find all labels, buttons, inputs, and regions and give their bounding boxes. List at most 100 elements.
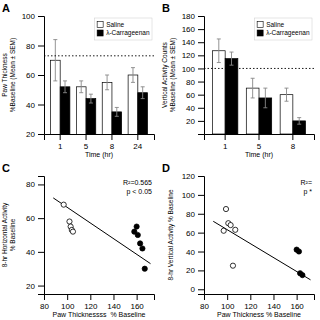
y-axis-tick-label: 120 [182, 51, 196, 60]
title: A [2, 2, 10, 14]
y-axis-line [198, 17, 205, 135]
legend-item: Saline [97, 21, 124, 28]
y-axis-tick: 80 [186, 78, 204, 87]
point [138, 241, 143, 246]
x-axis: 80100120140160 [200, 294, 314, 311]
legend-label: Saline [106, 21, 124, 28]
error-bar [297, 118, 301, 125]
x-axis-tick-label: 5 [84, 142, 89, 151]
point [221, 228, 226, 233]
y-axis-tick-label: 60 [186, 229, 195, 238]
y-axis-tick-mark [38, 46, 44, 47]
legend-box [255, 18, 312, 40]
plot-area [53, 198, 150, 271]
x-axis-title: Time (hr) [245, 151, 273, 159]
x-axis-tick-mark [259, 134, 260, 140]
point [233, 227, 238, 232]
y-axis-tick-label: 60 [26, 71, 35, 80]
y-axis: 020406080100120 [182, 172, 205, 294]
error-bar [53, 40, 57, 81]
y-axis-tick-label: 80 [26, 42, 35, 51]
x-axis-tick: 5 [257, 134, 262, 151]
error-bar [131, 68, 135, 83]
x-axis-title: Time (hr) [85, 151, 113, 159]
y-axis-tick-label: 0 [191, 285, 196, 294]
y-axis-tick-mark [38, 134, 44, 135]
y-axis-tick-mark [38, 105, 44, 106]
y-axis-tick-label: 20 [26, 130, 35, 139]
x-axis-tick: 160 [130, 294, 144, 311]
y-axis-tick: 80 [26, 42, 44, 51]
x-axis-tick-label: 1 [223, 142, 228, 151]
bar [76, 87, 86, 134]
legend-item: Saline [257, 21, 284, 28]
y-axis-tick: 20 [186, 117, 204, 126]
y-axis-tick-mark [198, 16, 204, 17]
x-axis-tick-label: 100 [61, 302, 75, 311]
x-axis-tick-mark [250, 294, 251, 300]
y-axis-tick-mark [38, 16, 44, 17]
point [228, 222, 233, 227]
x-axis-tick-label: 120 [84, 302, 98, 311]
x-axis-tick-mark [292, 134, 293, 140]
y-axis: 20406080100120140160180 [182, 12, 205, 134]
y-axis-tick: 160 [182, 25, 204, 34]
regression-line [213, 221, 310, 280]
y-axis-tick-mark [198, 195, 204, 196]
y-axis-tick: 140 [182, 38, 204, 47]
y-axis-tick-label: 160 [182, 25, 196, 34]
y-axis-tick-mark [198, 233, 204, 234]
text-line: Paw Thickness [1, 52, 8, 96]
x-axis-tick-label: 80 [40, 302, 49, 311]
point [134, 224, 139, 229]
bar [212, 51, 225, 134]
y-axis-tick-mark [198, 252, 204, 253]
x-axis-tick-mark [137, 134, 138, 140]
annotation: R²=0.565 [123, 179, 152, 186]
y-axis-tick: 80 [26, 180, 44, 189]
x-axis-tick-label: 24 [133, 142, 142, 151]
x-axis-tick-mark [273, 294, 274, 300]
x-axis-title: Paw Thicknessss % Baseline [53, 311, 146, 318]
y-axis-tick: 20 [26, 130, 44, 139]
x-axis-tick: 80 [200, 294, 209, 311]
point [140, 246, 145, 251]
y-axis-line [38, 17, 45, 135]
x-axis-tick-label: 120 [244, 302, 258, 311]
x-axis-line [205, 135, 315, 141]
title: B [162, 2, 170, 14]
y-axis-tick-mark [38, 218, 44, 219]
x-axis-tick: 80 [40, 294, 49, 311]
x-axis-tick-label: 80 [200, 302, 209, 311]
y-axis-tick: 60 [26, 71, 44, 80]
x-axis-tick: 1 [223, 134, 228, 151]
title: C [2, 162, 10, 174]
y-axis-tick-mark [198, 214, 204, 215]
text-line: %Baseline (Mean ± SEM) [9, 38, 17, 112]
y-axis-tick: 20 [26, 282, 44, 291]
point [135, 232, 140, 237]
plot-area [204, 39, 314, 134]
legend-swatch [97, 30, 103, 36]
text-line: 8-hr Horizontal Activity [1, 202, 9, 267]
x-axis-tick: 8 [110, 134, 115, 151]
point [230, 263, 235, 268]
x-axis-line [45, 135, 155, 141]
x-axis-tick: 8 [291, 134, 296, 151]
y-axis-tick-label: 100 [22, 12, 36, 21]
x-axis-tick-label: 160 [290, 302, 304, 311]
x-axis-line [205, 295, 315, 301]
y-axis: 20406080 [26, 177, 44, 295]
point [142, 266, 147, 271]
x-axis-title: Paw Thickness % Baseline [217, 311, 301, 318]
error-bar [263, 88, 267, 108]
bar [128, 75, 138, 134]
y-axis-tick-label: 20 [186, 266, 195, 275]
y-axis-tick: 40 [186, 248, 204, 257]
error-bar [230, 52, 234, 65]
x-axis-tick: 140 [267, 294, 281, 311]
figure: 1582420406080100ATime (hr)Paw Thickness%… [0, 0, 320, 320]
y-axis-line [198, 177, 205, 295]
x-axis: 1 5 8 [205, 134, 315, 151]
plot-area [44, 40, 154, 134]
